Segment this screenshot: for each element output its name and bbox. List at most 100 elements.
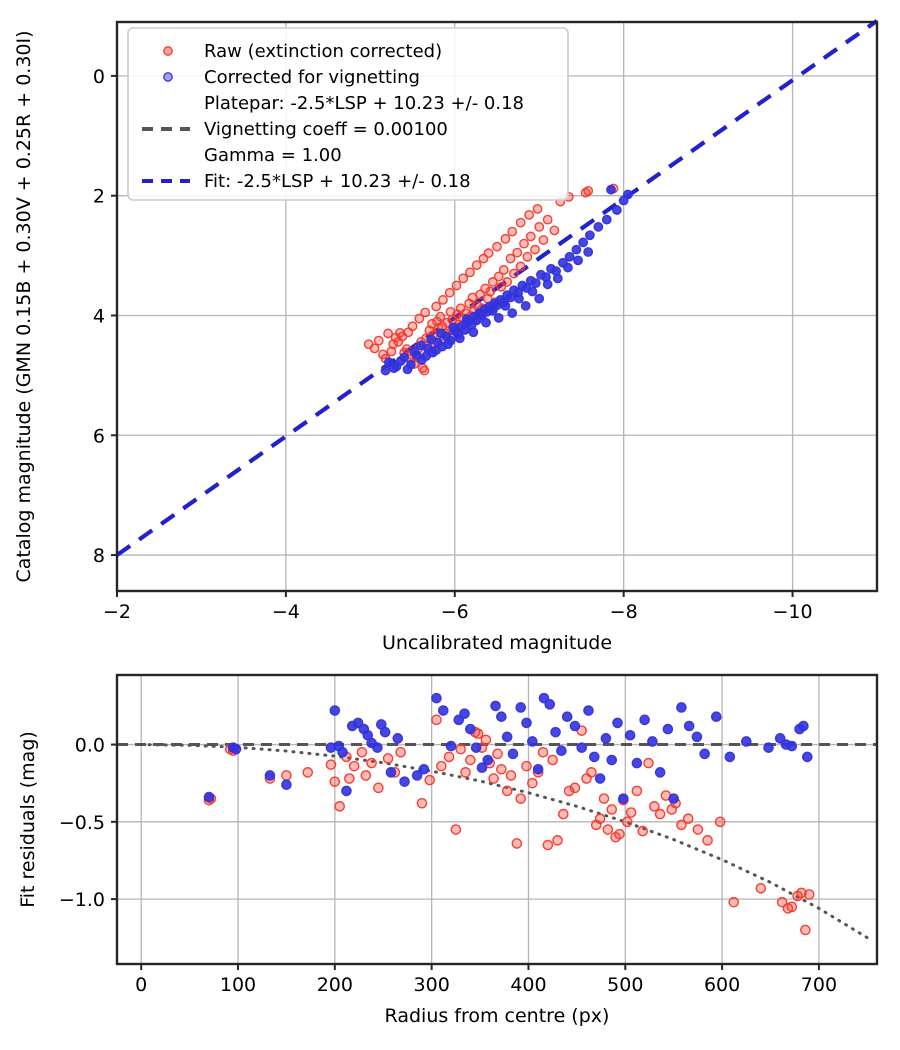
data-point xyxy=(691,731,703,743)
data-point xyxy=(563,262,573,273)
x-tick-label: 600 xyxy=(704,974,740,996)
data-point xyxy=(507,308,518,318)
data-point xyxy=(388,339,399,350)
data-point xyxy=(682,813,694,825)
data-point xyxy=(341,785,352,797)
data-point xyxy=(527,777,538,789)
data-point xyxy=(624,729,636,741)
data-point xyxy=(407,321,418,332)
data-point xyxy=(402,364,413,375)
data-point xyxy=(637,825,649,837)
data-point xyxy=(418,763,430,775)
data-point xyxy=(502,277,513,287)
data-point xyxy=(573,255,583,266)
data-point xyxy=(419,365,430,376)
data-point xyxy=(537,746,549,758)
data-point xyxy=(496,763,507,775)
data-point xyxy=(728,896,740,908)
data-point xyxy=(631,785,643,797)
data-point xyxy=(507,226,518,237)
y-tick-label: 4 xyxy=(93,305,105,327)
data-point xyxy=(542,214,553,225)
data-point xyxy=(281,779,292,791)
legend-entry-label: Raw (extinction corrected) xyxy=(204,41,442,62)
data-point xyxy=(493,312,504,323)
x-tick-label: 700 xyxy=(801,974,837,996)
x-tick-label: −4 xyxy=(272,601,300,623)
data-point xyxy=(505,253,516,264)
data-point xyxy=(465,754,476,766)
data-point xyxy=(515,793,527,804)
data-point xyxy=(373,335,384,346)
data-point xyxy=(527,736,538,747)
data-point xyxy=(431,345,442,356)
data-point xyxy=(490,700,501,712)
data-point xyxy=(676,819,687,831)
data-point xyxy=(520,300,531,311)
y-axis-label: Catalog magnitude (GMN 0.15B + 0.30V + 0… xyxy=(13,30,35,582)
data-point xyxy=(755,882,767,894)
data-point xyxy=(521,717,532,729)
data-point xyxy=(475,309,486,320)
data-point xyxy=(676,702,687,713)
data-point xyxy=(501,731,513,743)
data-point xyxy=(465,723,476,735)
data-point xyxy=(589,751,600,763)
x-tick-label: −2 xyxy=(103,601,131,623)
data-point xyxy=(392,733,404,744)
legend-marker-dot xyxy=(163,46,173,56)
data-point xyxy=(786,740,798,752)
data-point xyxy=(389,363,399,374)
data-point xyxy=(800,924,811,936)
data-point xyxy=(488,773,499,784)
data-point xyxy=(552,835,563,846)
x-tick-label: 0 xyxy=(135,974,147,996)
data-point xyxy=(600,733,612,744)
data-point xyxy=(563,785,575,797)
y-tick-label: 0 xyxy=(93,66,105,88)
data-point xyxy=(549,225,560,236)
data-point xyxy=(481,317,491,328)
data-point xyxy=(329,705,341,716)
data-point xyxy=(710,711,722,723)
data-point xyxy=(416,797,428,809)
data-point xyxy=(460,767,471,778)
x-tick-label: 200 xyxy=(317,974,353,996)
data-point xyxy=(654,808,666,820)
data-point xyxy=(606,804,618,815)
data-point xyxy=(594,773,606,784)
data-point xyxy=(505,770,517,781)
data-point xyxy=(606,184,616,195)
data-point xyxy=(487,305,498,316)
legend-entry-label: Fit: -2.5*LSP + 10.23 +/- 0.18 xyxy=(204,171,471,192)
data-point xyxy=(385,767,397,778)
data-point xyxy=(649,801,660,812)
y-tick-label: 6 xyxy=(93,425,105,447)
y-tick-label: 0.0 xyxy=(75,735,105,757)
data-point xyxy=(643,757,654,769)
data-point xyxy=(530,244,540,255)
data-point xyxy=(544,699,556,710)
data-point xyxy=(443,751,455,763)
data-point xyxy=(702,835,713,846)
data-point xyxy=(366,757,377,769)
data-point xyxy=(515,261,526,272)
data-point xyxy=(448,322,458,333)
data-point xyxy=(522,251,533,262)
axes-frame xyxy=(115,673,879,966)
data-point xyxy=(492,241,502,252)
y-axis-label: Fit residuals (mag) xyxy=(17,731,39,908)
data-point xyxy=(798,720,809,732)
data-point xyxy=(431,692,442,704)
x-tick-label: −6 xyxy=(441,601,469,623)
data-point xyxy=(621,816,633,828)
data-point xyxy=(380,365,391,376)
data-point xyxy=(602,824,614,835)
data-point xyxy=(542,279,553,290)
data-point xyxy=(625,807,637,818)
data-point xyxy=(683,720,695,732)
axes-frame xyxy=(115,20,879,593)
data-point xyxy=(598,793,610,804)
